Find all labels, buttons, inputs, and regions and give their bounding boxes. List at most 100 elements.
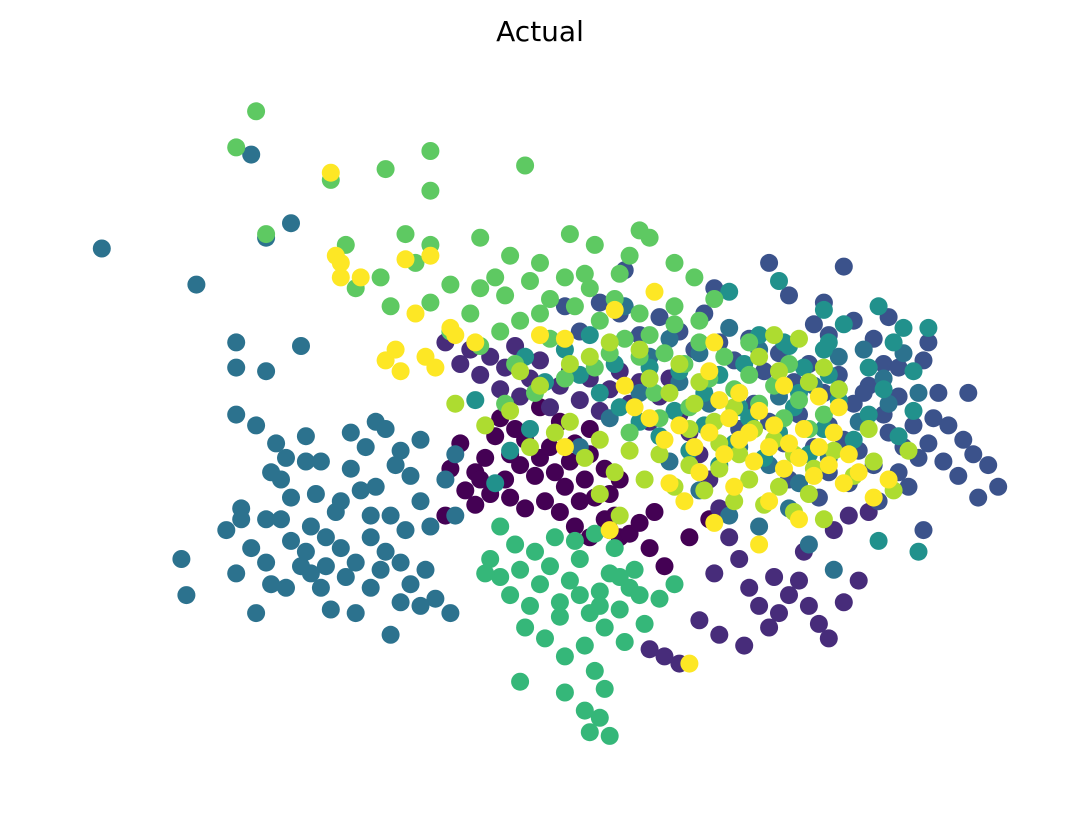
scatter-point	[834, 474, 853, 493]
scatter-point	[700, 362, 719, 381]
scatter-point	[844, 430, 863, 449]
scatter-point	[232, 499, 251, 518]
scatter-point	[555, 329, 574, 348]
scatter-point	[760, 438, 779, 457]
scatter-point	[471, 365, 490, 384]
scatter-point	[650, 308, 669, 327]
scatter-point	[874, 380, 893, 399]
scatter-point	[864, 488, 883, 507]
scatter-point	[924, 409, 943, 428]
scatter-point	[829, 398, 848, 417]
scatter-point	[829, 347, 848, 366]
scatter-point	[471, 228, 490, 247]
scatter-point	[899, 441, 918, 460]
scatter-point	[630, 586, 649, 605]
scatter-point	[351, 481, 370, 500]
scatter-point	[491, 568, 510, 586]
scatter-point	[869, 531, 888, 550]
scatter-point	[172, 550, 191, 568]
scatter-point	[839, 445, 858, 464]
scatter-point	[715, 445, 734, 464]
scatter-point	[371, 560, 390, 579]
scatter-point	[610, 506, 629, 525]
scatter-point	[282, 531, 300, 550]
scatter-point	[560, 225, 579, 244]
scatter-point	[710, 459, 729, 478]
scatter-point	[760, 253, 779, 272]
scatter-point	[859, 405, 878, 424]
scatter-point	[570, 550, 589, 568]
scatter-point	[814, 358, 833, 377]
scatter-point	[471, 470, 490, 489]
scatter-point	[809, 614, 828, 633]
scatter-point	[446, 445, 465, 464]
scatter-point	[501, 488, 520, 507]
scatter-point	[640, 409, 659, 428]
scatter-point	[790, 391, 808, 410]
scatter-point	[391, 362, 410, 381]
scatter-point	[750, 517, 769, 536]
scatter-point	[391, 553, 410, 572]
scatter-point	[536, 629, 554, 648]
scatter-point	[257, 362, 276, 381]
scatter-point	[725, 492, 744, 511]
scatter-point	[92, 239, 111, 258]
scatter-point	[177, 586, 196, 605]
scatter-point	[501, 586, 520, 605]
scatter-point	[441, 604, 460, 623]
scatter-point	[605, 463, 624, 482]
scatter-point	[770, 272, 788, 290]
scatter-point	[511, 560, 530, 579]
scatter-point	[635, 470, 654, 489]
scatter-point	[311, 578, 330, 597]
scatter-point	[376, 160, 395, 179]
scatter-point	[511, 456, 530, 475]
scatter-point	[665, 575, 684, 594]
scatter-point	[257, 510, 276, 529]
scatter-point	[610, 398, 629, 417]
scatter-point	[296, 542, 315, 561]
scatter-point	[331, 253, 350, 272]
scatter-point	[526, 542, 544, 561]
scatter-point	[665, 401, 684, 420]
scatter-point	[740, 578, 759, 597]
scatter-point	[859, 420, 878, 438]
scatter-point	[710, 625, 729, 644]
scatter-point	[541, 290, 559, 308]
scatter-point	[501, 401, 520, 420]
scatter-point	[545, 463, 564, 482]
scatter-point	[247, 102, 266, 121]
scatter-point	[630, 304, 649, 323]
scatter-point	[700, 423, 719, 442]
scatter-point	[904, 362, 923, 381]
scatter-point	[321, 600, 340, 619]
scatter-point	[794, 358, 813, 377]
scatter-point	[531, 304, 549, 323]
scatter-point	[909, 542, 928, 561]
scatter-point	[610, 600, 629, 619]
scatter-point	[227, 358, 246, 377]
scatter-point	[296, 427, 315, 446]
scatter-point	[451, 355, 470, 373]
scatter-point	[506, 420, 525, 438]
scatter-point	[690, 333, 709, 352]
scatter-point	[770, 477, 788, 496]
scatter-point	[426, 589, 445, 608]
scatter-point	[301, 564, 320, 583]
scatter-point	[595, 618, 614, 637]
scatter-point	[630, 513, 649, 532]
scatter-point	[640, 539, 659, 558]
scatter-point	[242, 145, 261, 164]
scatter-point	[894, 318, 913, 337]
scatter-point	[491, 380, 510, 399]
scatter-point	[590, 293, 609, 312]
scatter-point	[301, 517, 320, 536]
scatter-point	[770, 362, 788, 381]
scatter-point	[306, 485, 325, 503]
scatter-point	[600, 726, 619, 745]
scatter-point	[625, 560, 644, 579]
scatter-point	[814, 300, 833, 319]
scatter-point	[780, 434, 798, 453]
scatter-point	[580, 279, 599, 298]
